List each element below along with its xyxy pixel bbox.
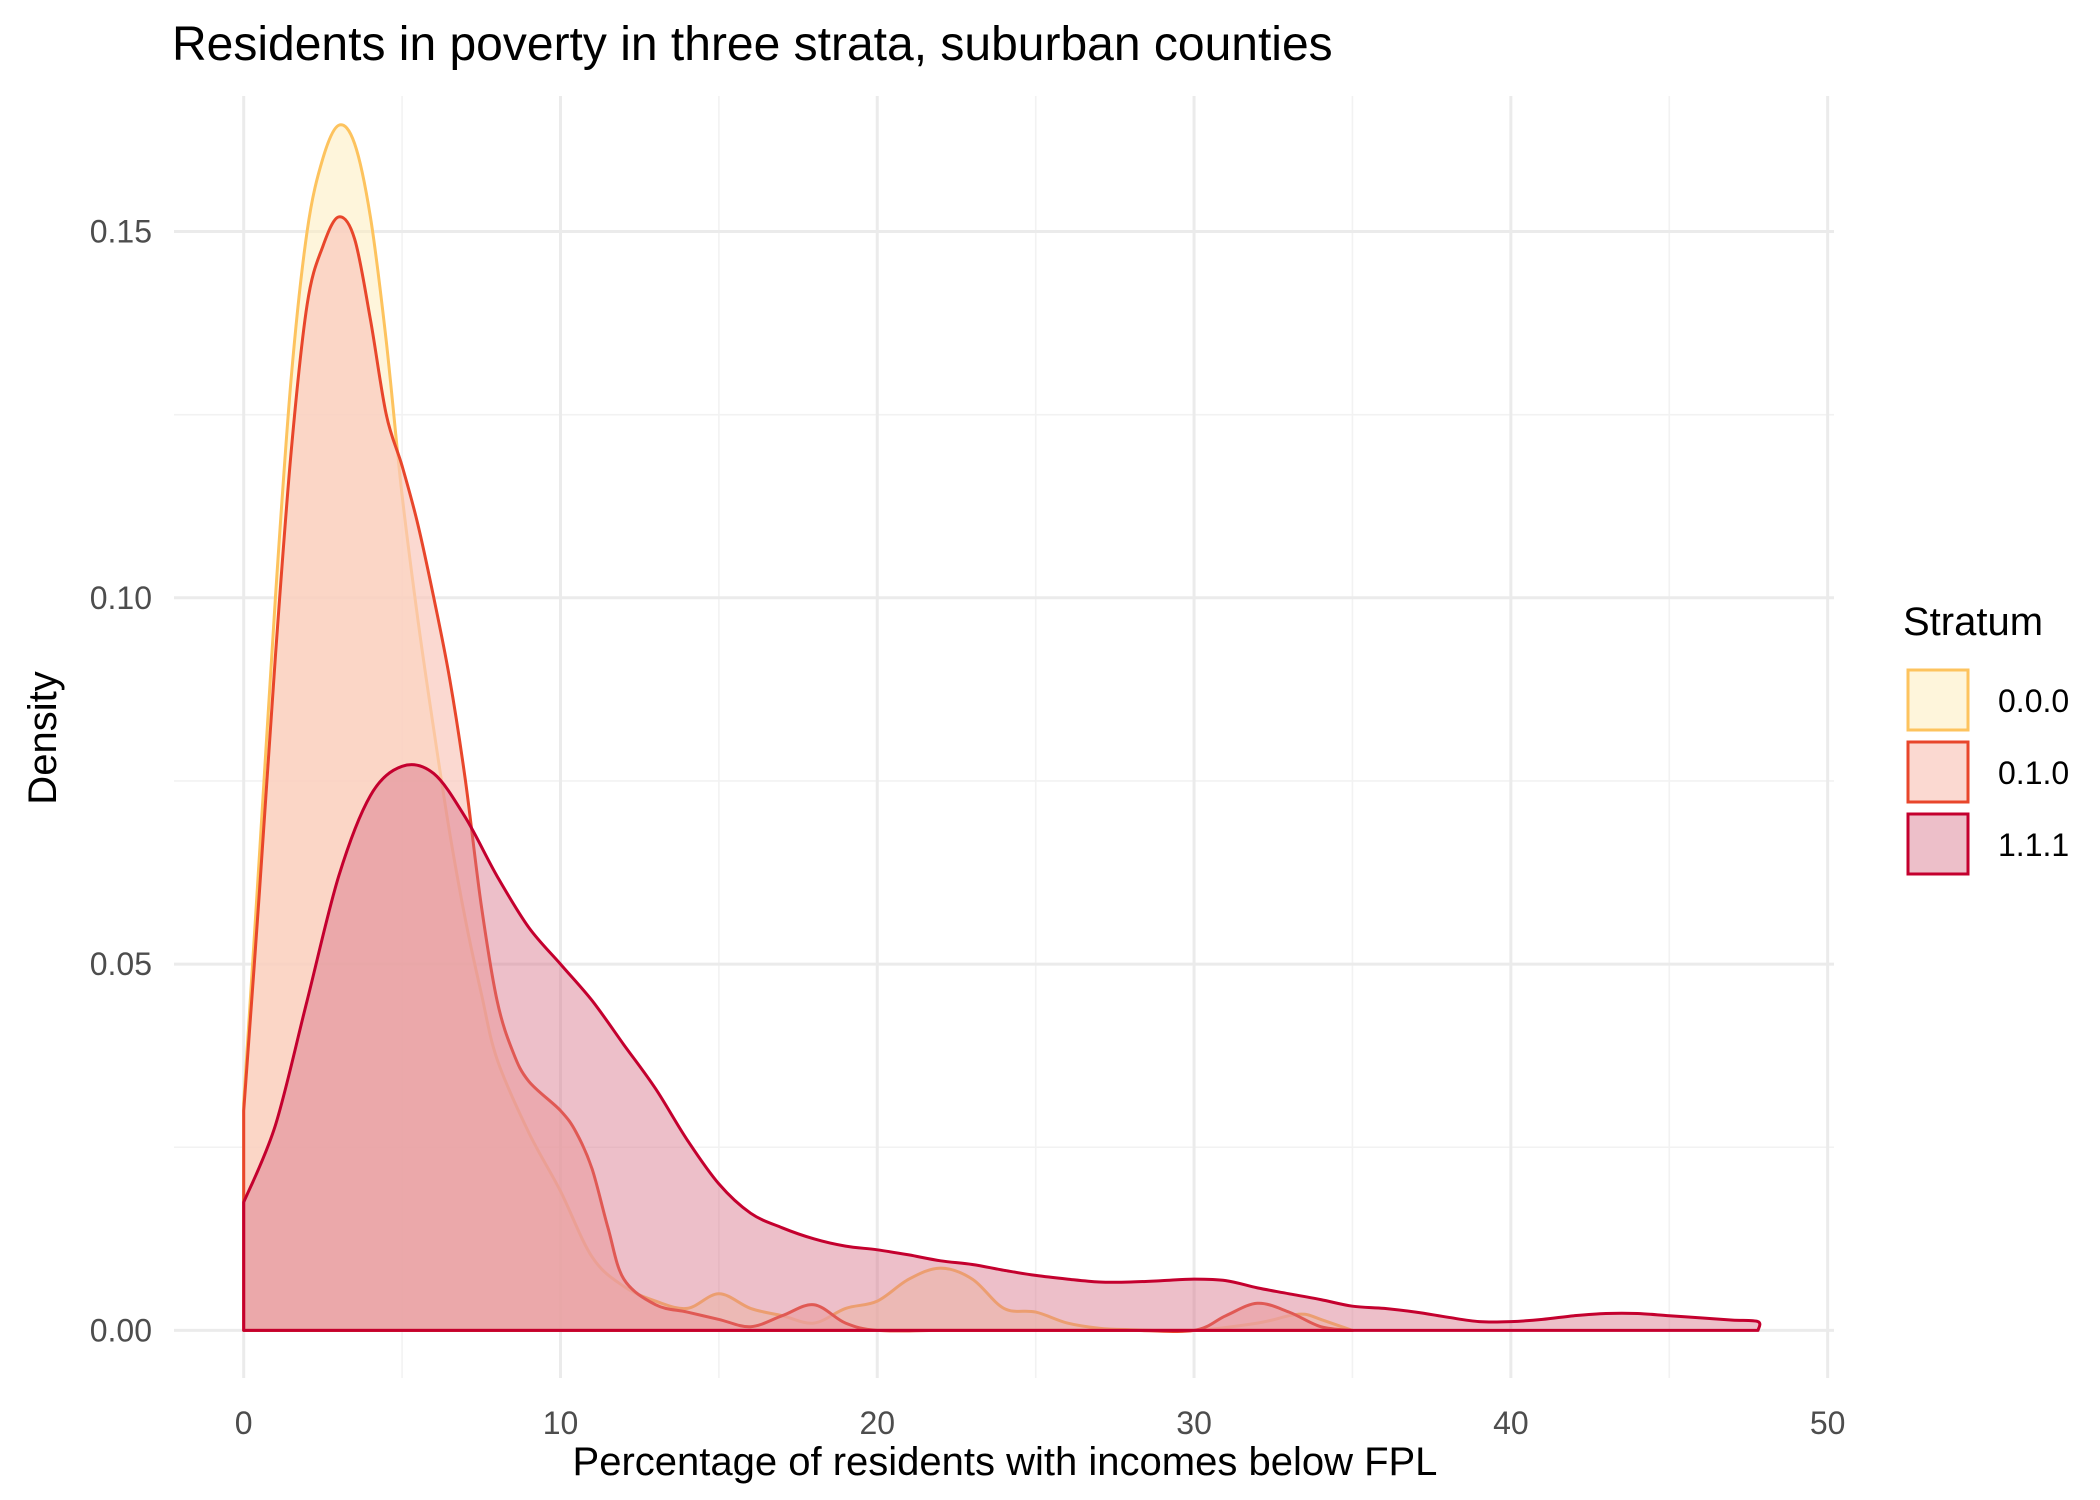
x-tick-label: 50 xyxy=(1810,1405,1846,1441)
y-tick-label: 0.15 xyxy=(90,214,152,250)
x-axis-title: Percentage of residents with incomes bel… xyxy=(573,1440,1438,1484)
legend-key-swatch xyxy=(1906,740,1970,804)
y-tick-label: 0.10 xyxy=(90,580,152,616)
x-tick-label: 40 xyxy=(1493,1405,1529,1441)
y-tick-label: 0.05 xyxy=(90,946,152,982)
legend-label: 0.0.0 xyxy=(1998,683,2069,719)
density-area-1-1-1 xyxy=(242,763,1762,1332)
y-tick-labels: 0.00 0.05 0.10 0.15 xyxy=(90,214,152,1349)
legend-items: 0.0.0 0.1.0 1.1.1 xyxy=(1906,668,2069,876)
x-tick-label: 0 xyxy=(235,1405,253,1441)
y-tick-label: 0.00 xyxy=(90,1312,152,1348)
x-tick-labels: 0 10 20 30 40 50 xyxy=(235,1405,1846,1441)
x-tick-label: 30 xyxy=(1176,1405,1212,1441)
x-tick-label: 20 xyxy=(859,1405,895,1441)
y-axis-title: Density xyxy=(21,671,65,804)
legend-key-bg xyxy=(1906,812,1970,876)
series-layer xyxy=(242,123,1762,1333)
x-tick-label: 10 xyxy=(543,1405,579,1441)
legend: Stratum 0.0.0 0.1.0 1.1.1 xyxy=(1903,600,2069,876)
chart-title: Residents in poverty in three strata, su… xyxy=(172,18,1333,71)
legend-key-swatch xyxy=(1906,668,1970,732)
legend-label: 1.1.1 xyxy=(1998,827,2069,863)
legend-key-swatch xyxy=(1906,812,1970,876)
legend-title: Stratum xyxy=(1903,600,2043,644)
legend-label: 0.1.0 xyxy=(1998,755,2069,791)
